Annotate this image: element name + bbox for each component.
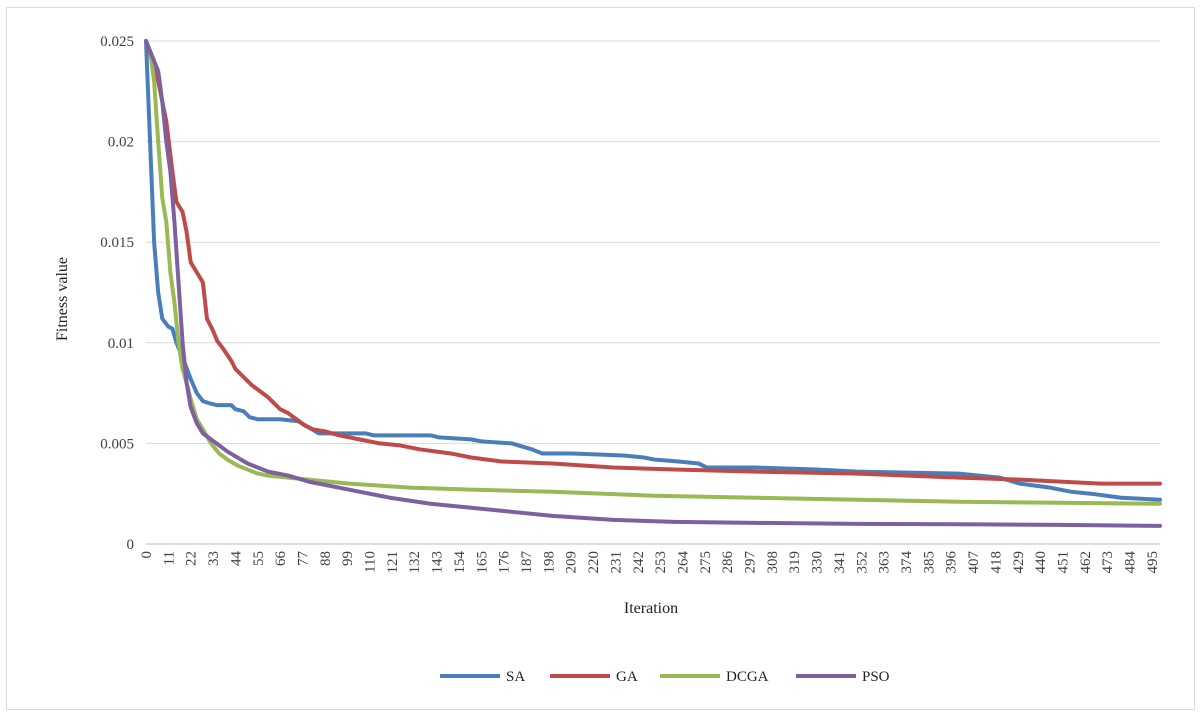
x-tick-label: 407	[966, 551, 982, 574]
x-tick-label: 429	[1011, 551, 1027, 574]
x-tick-label: 286	[720, 551, 736, 574]
x-tick-label: 198	[541, 551, 557, 574]
x-tick-label: 264	[675, 551, 691, 574]
series-lines	[144, 39, 1162, 528]
chart-frame: 0 0.005 0.01 0.015 0.02 0.025 0 11 22 33 44 55 66 77…	[6, 7, 1195, 710]
x-tick-label: 462	[1078, 551, 1094, 574]
x-tick-label: 352	[854, 551, 870, 574]
x-tick-label: 374	[899, 551, 915, 574]
x-tick-label: 110	[363, 551, 379, 573]
x-tick-label: 319	[787, 551, 803, 574]
gridlines	[146, 40, 1160, 545]
x-tick-label: 77	[295, 551, 311, 567]
x-tick-label: 231	[608, 551, 624, 574]
x-tick-label: 484	[1123, 551, 1139, 574]
x-tick-label: 0	[139, 551, 155, 559]
y-tick-label: 0.01	[108, 336, 134, 352]
x-tick-label: 99	[340, 551, 356, 566]
x-tick-label: 143	[430, 551, 446, 574]
x-tick-label: 396	[944, 551, 960, 574]
x-axis-ticks: 0 11 22 33 44 55 66 77 88 99 110 121 132 143 154 165 176…	[139, 551, 1161, 574]
legend: SA GA DCGA PSO	[440, 669, 890, 685]
x-axis-title: Iteration	[624, 600, 678, 617]
x-tick-label: 363	[877, 551, 893, 574]
x-tick-label: 418	[988, 551, 1004, 574]
x-tick-label: 275	[698, 551, 714, 574]
x-tick-label: 187	[519, 551, 535, 574]
x-tick-label: 330	[810, 551, 826, 574]
series-line-dcga	[144, 39, 1162, 506]
series-line-pso	[144, 39, 1162, 528]
legend-label-dcga: DCGA	[726, 669, 769, 685]
x-tick-label: 385	[921, 551, 937, 574]
x-tick-label: 55	[251, 551, 267, 566]
x-tick-label: 495	[1145, 551, 1161, 574]
x-tick-label: 22	[184, 551, 200, 566]
x-tick-label: 132	[407, 551, 423, 574]
x-tick-label: 308	[765, 551, 781, 574]
x-tick-label: 176	[497, 551, 513, 574]
x-tick-label: 341	[832, 551, 848, 574]
legend-label-sa: SA	[506, 669, 525, 685]
y-tick-label: 0.025	[100, 34, 134, 50]
x-tick-label: 11	[161, 551, 177, 565]
x-tick-label: 154	[452, 551, 468, 574]
x-tick-label: 121	[385, 551, 401, 574]
legend-label-pso: PSO	[862, 669, 890, 685]
y-tick-label: 0.02	[108, 135, 134, 151]
x-tick-label: 33	[206, 551, 222, 566]
y-tick-label: 0.005	[100, 436, 134, 452]
x-tick-label: 209	[564, 551, 580, 574]
x-tick-label: 88	[318, 551, 334, 566]
y-tick-label: 0	[127, 537, 135, 553]
y-tick-label: 0.015	[100, 235, 134, 251]
x-tick-label: 44	[228, 551, 244, 567]
x-tick-label: 473	[1100, 551, 1116, 574]
x-tick-label: 440	[1033, 551, 1049, 574]
x-tick-label: 297	[743, 551, 759, 574]
x-tick-label: 220	[586, 551, 602, 574]
x-tick-label: 451	[1055, 551, 1071, 574]
y-axis-title: Fitness value	[54, 257, 71, 341]
legend-label-ga: GA	[616, 669, 638, 685]
series-line-sa	[144, 39, 1162, 502]
line-chart: 0 0.005 0.01 0.015 0.02 0.025 0 11 22 33 44 55 66 77…	[54, 34, 1162, 685]
x-tick-label: 66	[273, 551, 289, 567]
y-axis-ticks: 0 0.005 0.01 0.015 0.02 0.025	[100, 34, 134, 553]
series-line-ga	[144, 39, 1162, 486]
x-tick-label: 253	[653, 551, 669, 574]
x-tick-label: 165	[474, 551, 490, 574]
x-tick-label: 242	[631, 551, 647, 574]
